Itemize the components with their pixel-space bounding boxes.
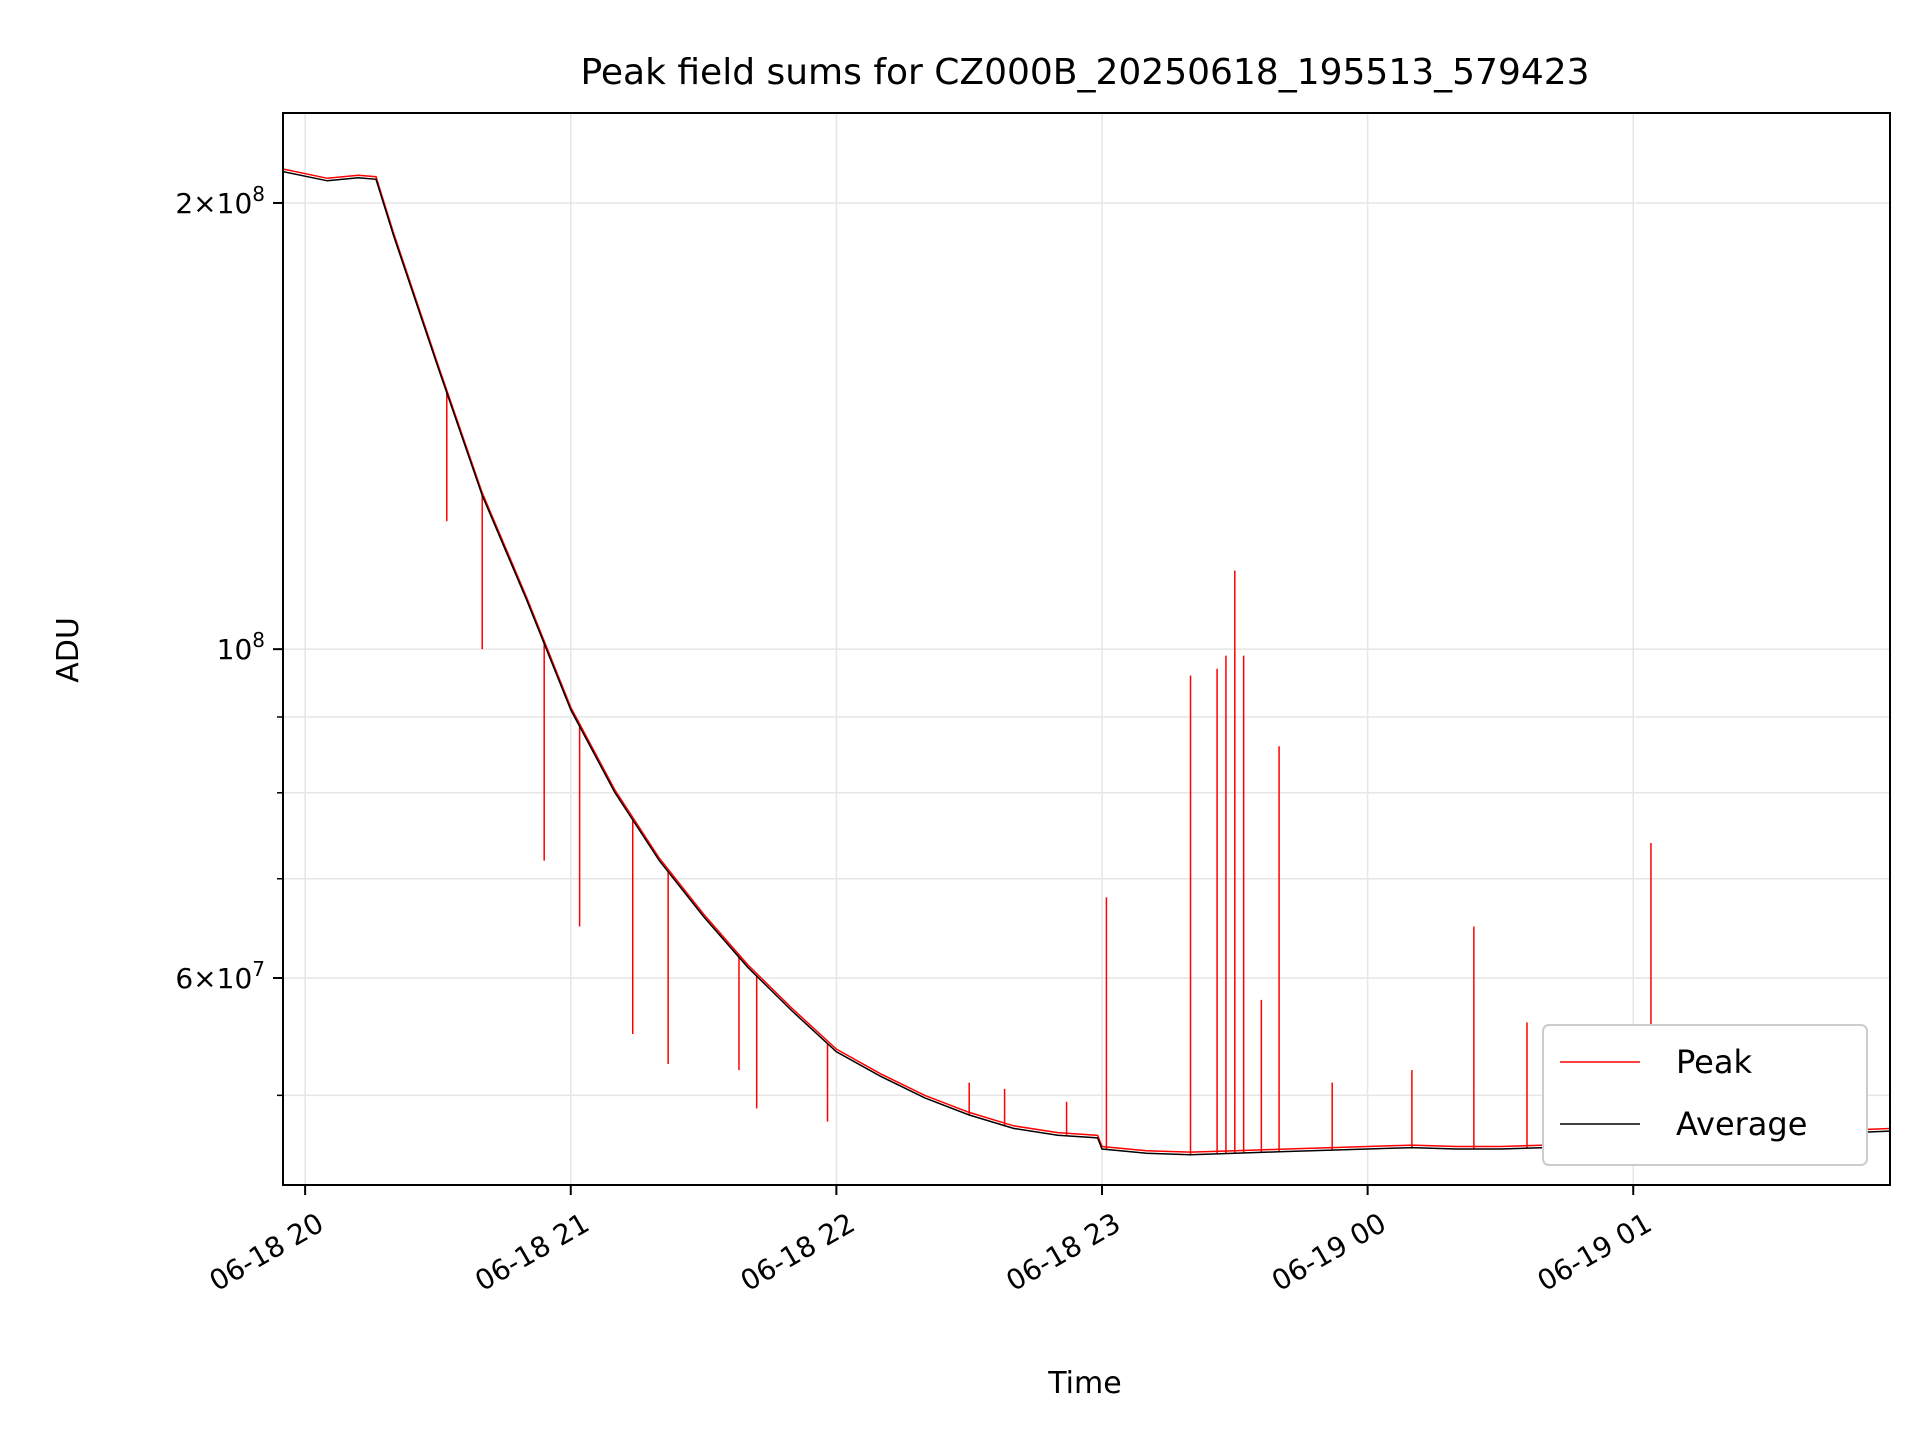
x-axis-label: Time <box>1047 1366 1121 1401</box>
legend-box <box>1542 1024 1868 1166</box>
chart-title: Peak field sums for CZ000B_20250618_1955… <box>580 52 1589 93</box>
y-axis-label: ADU <box>51 617 86 683</box>
y-axis: 2×108 108 6×107 <box>175 182 283 1097</box>
y-tick-label: 108 <box>217 628 265 666</box>
legend-label-average: Average <box>1676 1105 1807 1143</box>
y-tick-label: 6×107 <box>175 957 265 995</box>
y-tick-label: 2×108 <box>175 182 265 220</box>
legend: Peak Average <box>1542 1024 1868 1166</box>
legend-label-peak: Peak <box>1676 1043 1752 1081</box>
